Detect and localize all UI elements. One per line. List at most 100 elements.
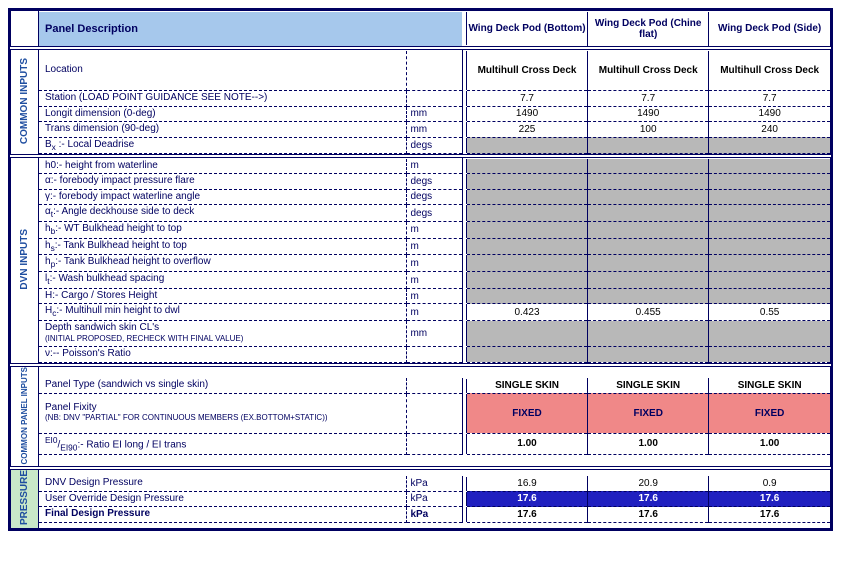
- value-cell: [588, 347, 709, 363]
- value-cell: [466, 238, 587, 255]
- value-cell: FIXED: [588, 393, 709, 433]
- value-cell: 17.6: [588, 507, 709, 523]
- row-description: Trans dimension (90-deg): [39, 122, 407, 138]
- row-unit: degs: [407, 137, 462, 154]
- section-label-pressure: PRESSURE: [11, 470, 39, 529]
- row-description: h0:- height from waterline: [39, 159, 407, 174]
- value-cell: [466, 137, 587, 154]
- table-row: h0:- height from waterlinem: [39, 159, 830, 174]
- row-unit: kPa: [407, 507, 462, 523]
- row-unit: mm: [407, 122, 462, 138]
- row-description: αt:- Angle deckhouse side to deck: [39, 205, 407, 222]
- value-cell: [709, 321, 830, 347]
- value-cell: [709, 238, 830, 255]
- value-cell: [709, 272, 830, 289]
- value-cell: 17.6: [466, 507, 587, 523]
- table-row: Bx :- Local Deadrisedegs: [39, 137, 830, 154]
- value-cell: SINGLE SKIN: [466, 378, 587, 393]
- value-cell: 17.6: [709, 491, 830, 507]
- table-row: Longit dimension (0-deg)mm149014901490: [39, 106, 830, 122]
- value-cell: 1.00: [709, 433, 830, 454]
- value-cell: 1.00: [588, 433, 709, 454]
- row-description: Longit dimension (0-deg): [39, 106, 407, 122]
- value-cell: [466, 255, 587, 272]
- section-pressure: PRESSURE DNV Design PressurekPa16.920.90…: [11, 470, 831, 529]
- value-cell: [466, 347, 587, 363]
- row-description: Depth sandwich skin CL's(INITIAL PROPOSE…: [39, 321, 407, 347]
- value-cell: Multihull Cross Deck: [588, 51, 709, 91]
- value-cell: [709, 288, 830, 304]
- value-cell: [588, 255, 709, 272]
- row-description: User Override Design Pressure: [39, 491, 407, 507]
- table-row: Depth sandwich skin CL's(INITIAL PROPOSE…: [39, 321, 830, 347]
- section-label-dvn-inputs: DVN INPUTS: [11, 158, 39, 363]
- value-cell: [709, 221, 830, 238]
- row-unit: m: [407, 288, 462, 304]
- value-cell: [709, 189, 830, 205]
- header-row: Panel Description Wing Deck Pod (Bottom)…: [11, 11, 831, 47]
- value-cell: 0.9: [709, 476, 830, 491]
- table-row: Panel Type (sandwich vs single skin)SING…: [39, 378, 830, 393]
- row-unit: kPa: [407, 476, 462, 491]
- value-cell: [466, 189, 587, 205]
- table-row: Hc:- Multihull min height to dwlm0.4230.…: [39, 304, 830, 321]
- table-row: Trans dimension (90-deg)mm225100240: [39, 122, 830, 138]
- row-description: Location: [39, 51, 407, 91]
- table-row: User Override Design PressurekPa 17.617.6…: [39, 491, 830, 507]
- table-row: ν:-- Poisson's Ratio: [39, 347, 830, 363]
- row-description: Panel Fixity(NB: DNV "PARTIAL" FOR CONTI…: [39, 393, 407, 433]
- engineering-sheet: Panel Description Wing Deck Pod (Bottom)…: [8, 8, 833, 531]
- section-dvn-inputs: DVN INPUTS h0:- height from waterlinemα:…: [11, 158, 831, 363]
- row-description: ν:-- Poisson's Ratio: [39, 347, 407, 363]
- row-unit: m: [407, 221, 462, 238]
- section-common-inputs: COMMON INPUTS Location Multihull Cross De…: [11, 50, 831, 155]
- value-cell: 7.7: [588, 91, 709, 107]
- common-panel-inputs-table: Panel Type (sandwich vs single skin)SING…: [39, 378, 830, 455]
- row-unit: [407, 51, 462, 91]
- value-cell: [466, 288, 587, 304]
- row-description: hp:- Tank Bulkhead height to overflow: [39, 255, 407, 272]
- row-description: DNV Design Pressure: [39, 476, 407, 491]
- value-cell: Multihull Cross Deck: [709, 51, 830, 91]
- row-unit: kPa: [407, 491, 462, 507]
- section-label-common-inputs: COMMON INPUTS: [11, 50, 39, 155]
- value-cell: 0.55: [709, 304, 830, 321]
- value-cell: [709, 347, 830, 363]
- value-cell: 1490: [466, 106, 587, 122]
- value-cell: 225: [466, 122, 587, 138]
- row-description: α:- forebody impact pressure flare: [39, 174, 407, 190]
- section-label-common-panel-inputs: COMMON PANEL INPUTS: [11, 366, 39, 466]
- table-row: hp:- Tank Bulkhead height to overflowm: [39, 255, 830, 272]
- row-description: lt:- Wash bulkhead spacing: [39, 272, 407, 289]
- value-cell: [588, 288, 709, 304]
- row-unit: m: [407, 159, 462, 174]
- row-unit: m: [407, 272, 462, 289]
- value-cell: [588, 189, 709, 205]
- table-row: α:- forebody impact pressure flaredegs: [39, 174, 830, 190]
- value-cell: 100: [588, 122, 709, 138]
- row-unit: m: [407, 255, 462, 272]
- table-row: γ:- forebody impact waterline angledegs: [39, 189, 830, 205]
- dvn-inputs-table: h0:- height from waterlinemα:- forebody …: [39, 158, 830, 362]
- col-header-1: Wing Deck Pod (Chine flat): [588, 12, 709, 46]
- row-description: EI0/EI90:- Ratio EI long / EI trans: [39, 433, 407, 454]
- value-cell: [709, 255, 830, 272]
- value-cell: [466, 272, 587, 289]
- value-cell: [588, 272, 709, 289]
- value-cell: [588, 221, 709, 238]
- value-cell: 240: [709, 122, 830, 138]
- section-common-panel-inputs: COMMON PANEL INPUTS Panel Type (sandwich…: [11, 366, 831, 466]
- table-row: hs:- Tank Bulkhead height to topm: [39, 238, 830, 255]
- table-row: αt:- Angle deckhouse side to deckdegs: [39, 205, 830, 222]
- row-unit: degs: [407, 174, 462, 190]
- value-cell: 7.7: [709, 91, 830, 107]
- value-cell: [588, 205, 709, 222]
- value-cell: 16.9: [466, 476, 587, 491]
- row-unit: degs: [407, 205, 462, 222]
- row-description: Hc:- Multihull min height to dwl: [39, 304, 407, 321]
- row-unit: [407, 347, 462, 363]
- value-cell: 17.6: [588, 491, 709, 507]
- row-unit: degs: [407, 189, 462, 205]
- row-unit: mm: [407, 321, 462, 347]
- value-cell: [588, 321, 709, 347]
